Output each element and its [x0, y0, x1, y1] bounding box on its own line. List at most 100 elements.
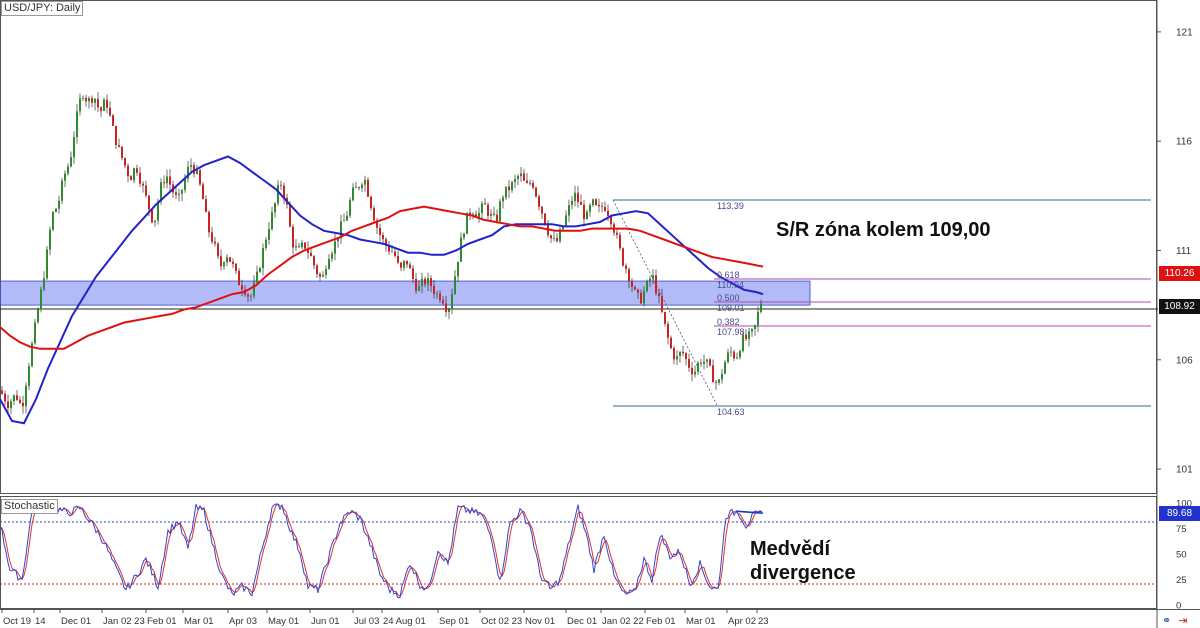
arrows-icon[interactable]: ⇥ [1178, 615, 1188, 627]
candle-body [568, 205, 570, 216]
candle-body [571, 201, 573, 206]
candle-body [343, 220, 345, 222]
candle-body [628, 269, 630, 282]
candle-body [247, 294, 249, 297]
candle-body [175, 192, 177, 195]
candle-body [664, 311, 666, 324]
divergence-annotation-line1: Medvědí [750, 538, 831, 560]
candle-body [718, 379, 720, 383]
candle-body [511, 182, 513, 191]
candle-body [331, 253, 333, 259]
candle-body [406, 260, 408, 265]
y-tick-label: 106 [1176, 355, 1193, 366]
candle-body [697, 362, 699, 372]
x-tick-label: May 01 [268, 616, 299, 627]
candle-body [712, 365, 714, 383]
candle-body [64, 173, 66, 181]
candle-body [85, 97, 87, 102]
link-icon[interactable]: ⚭ [1162, 615, 1172, 627]
candle-body [556, 238, 558, 242]
x-tick-label: Oct 02 23 [481, 616, 522, 627]
candle-body [127, 165, 129, 177]
candle-body [196, 170, 198, 174]
fib-618-label: 0.618 [717, 270, 740, 280]
candle-body [487, 204, 489, 216]
candle-body [13, 395, 15, 402]
candle-body [328, 258, 330, 270]
price-panel-frame [0, 0, 1157, 494]
candle-body [526, 180, 528, 183]
candle-body [481, 203, 483, 213]
candle-body [412, 268, 414, 279]
candle-body [112, 115, 114, 126]
candle-body [661, 296, 663, 312]
fib-500-label: 0.500 [717, 293, 740, 303]
candle-body [706, 359, 708, 362]
candle-body [133, 168, 135, 181]
candle-body [40, 289, 42, 310]
candle-body [424, 278, 426, 285]
candle-body [229, 257, 231, 262]
candle-body [367, 179, 369, 197]
candle-body [184, 178, 186, 190]
stoch-tick-label: 100 [1176, 499, 1192, 510]
candle-body [58, 200, 60, 209]
candle-body [346, 215, 348, 221]
candle-body [232, 261, 234, 264]
candle-body [52, 211, 54, 230]
candle-body [709, 359, 711, 366]
fib-500-value: 109.01 [717, 303, 745, 313]
candle-body [640, 292, 642, 304]
candle-body [463, 233, 465, 238]
candle-body [103, 99, 105, 111]
candle-body [469, 212, 471, 216]
candle-body [460, 237, 462, 262]
candle-body [499, 201, 501, 222]
candle-body [502, 197, 504, 202]
candle-body [136, 168, 138, 173]
candle-body [754, 325, 756, 329]
candle-body [238, 270, 240, 286]
candle-body [61, 180, 63, 201]
candle-body [391, 251, 393, 253]
candle-body [592, 199, 594, 206]
candle-body [217, 243, 219, 257]
candle-body [736, 357, 738, 359]
candle-body [157, 201, 159, 221]
candle-body [634, 287, 636, 290]
x-tick-label: Apr 02 [728, 616, 756, 627]
candle-body [301, 242, 303, 248]
sr-zone-annotation: S/R zóna kolem 109,00 [776, 219, 991, 241]
candle-body [400, 262, 402, 268]
candle-body [403, 260, 405, 268]
stoch-value-tag: 89.68 [1159, 506, 1200, 521]
candle-body [190, 165, 192, 167]
candle-body [151, 209, 153, 223]
candle-body [730, 351, 732, 353]
candle-body [154, 220, 156, 223]
candle-body [514, 179, 516, 183]
candle-body [142, 183, 144, 186]
candle-body [55, 208, 57, 212]
candle-body [553, 238, 555, 239]
divergence-annotation-line2: divergence [750, 562, 856, 584]
bottom-toolbar: ⚭ ⇥ [1162, 614, 1188, 627]
candle-body [10, 401, 12, 409]
candle-body [118, 145, 120, 147]
ma200-price-tag: 110.26 [1159, 266, 1200, 281]
y-tick-label: 111 [1176, 246, 1192, 257]
candle-body [139, 172, 141, 184]
candle-body [106, 99, 108, 108]
x-tick-label: Dec 01 [61, 616, 91, 627]
last-price-tag: 108.92 [1159, 299, 1200, 314]
candle-body [652, 275, 654, 279]
candle-body [130, 176, 132, 181]
candle-body [529, 182, 531, 184]
candle-body [589, 205, 591, 212]
candle-body [1, 390, 3, 394]
candle-body [646, 280, 648, 292]
candle-body [550, 235, 552, 239]
candle-body [289, 204, 291, 227]
candle-body [82, 97, 84, 99]
